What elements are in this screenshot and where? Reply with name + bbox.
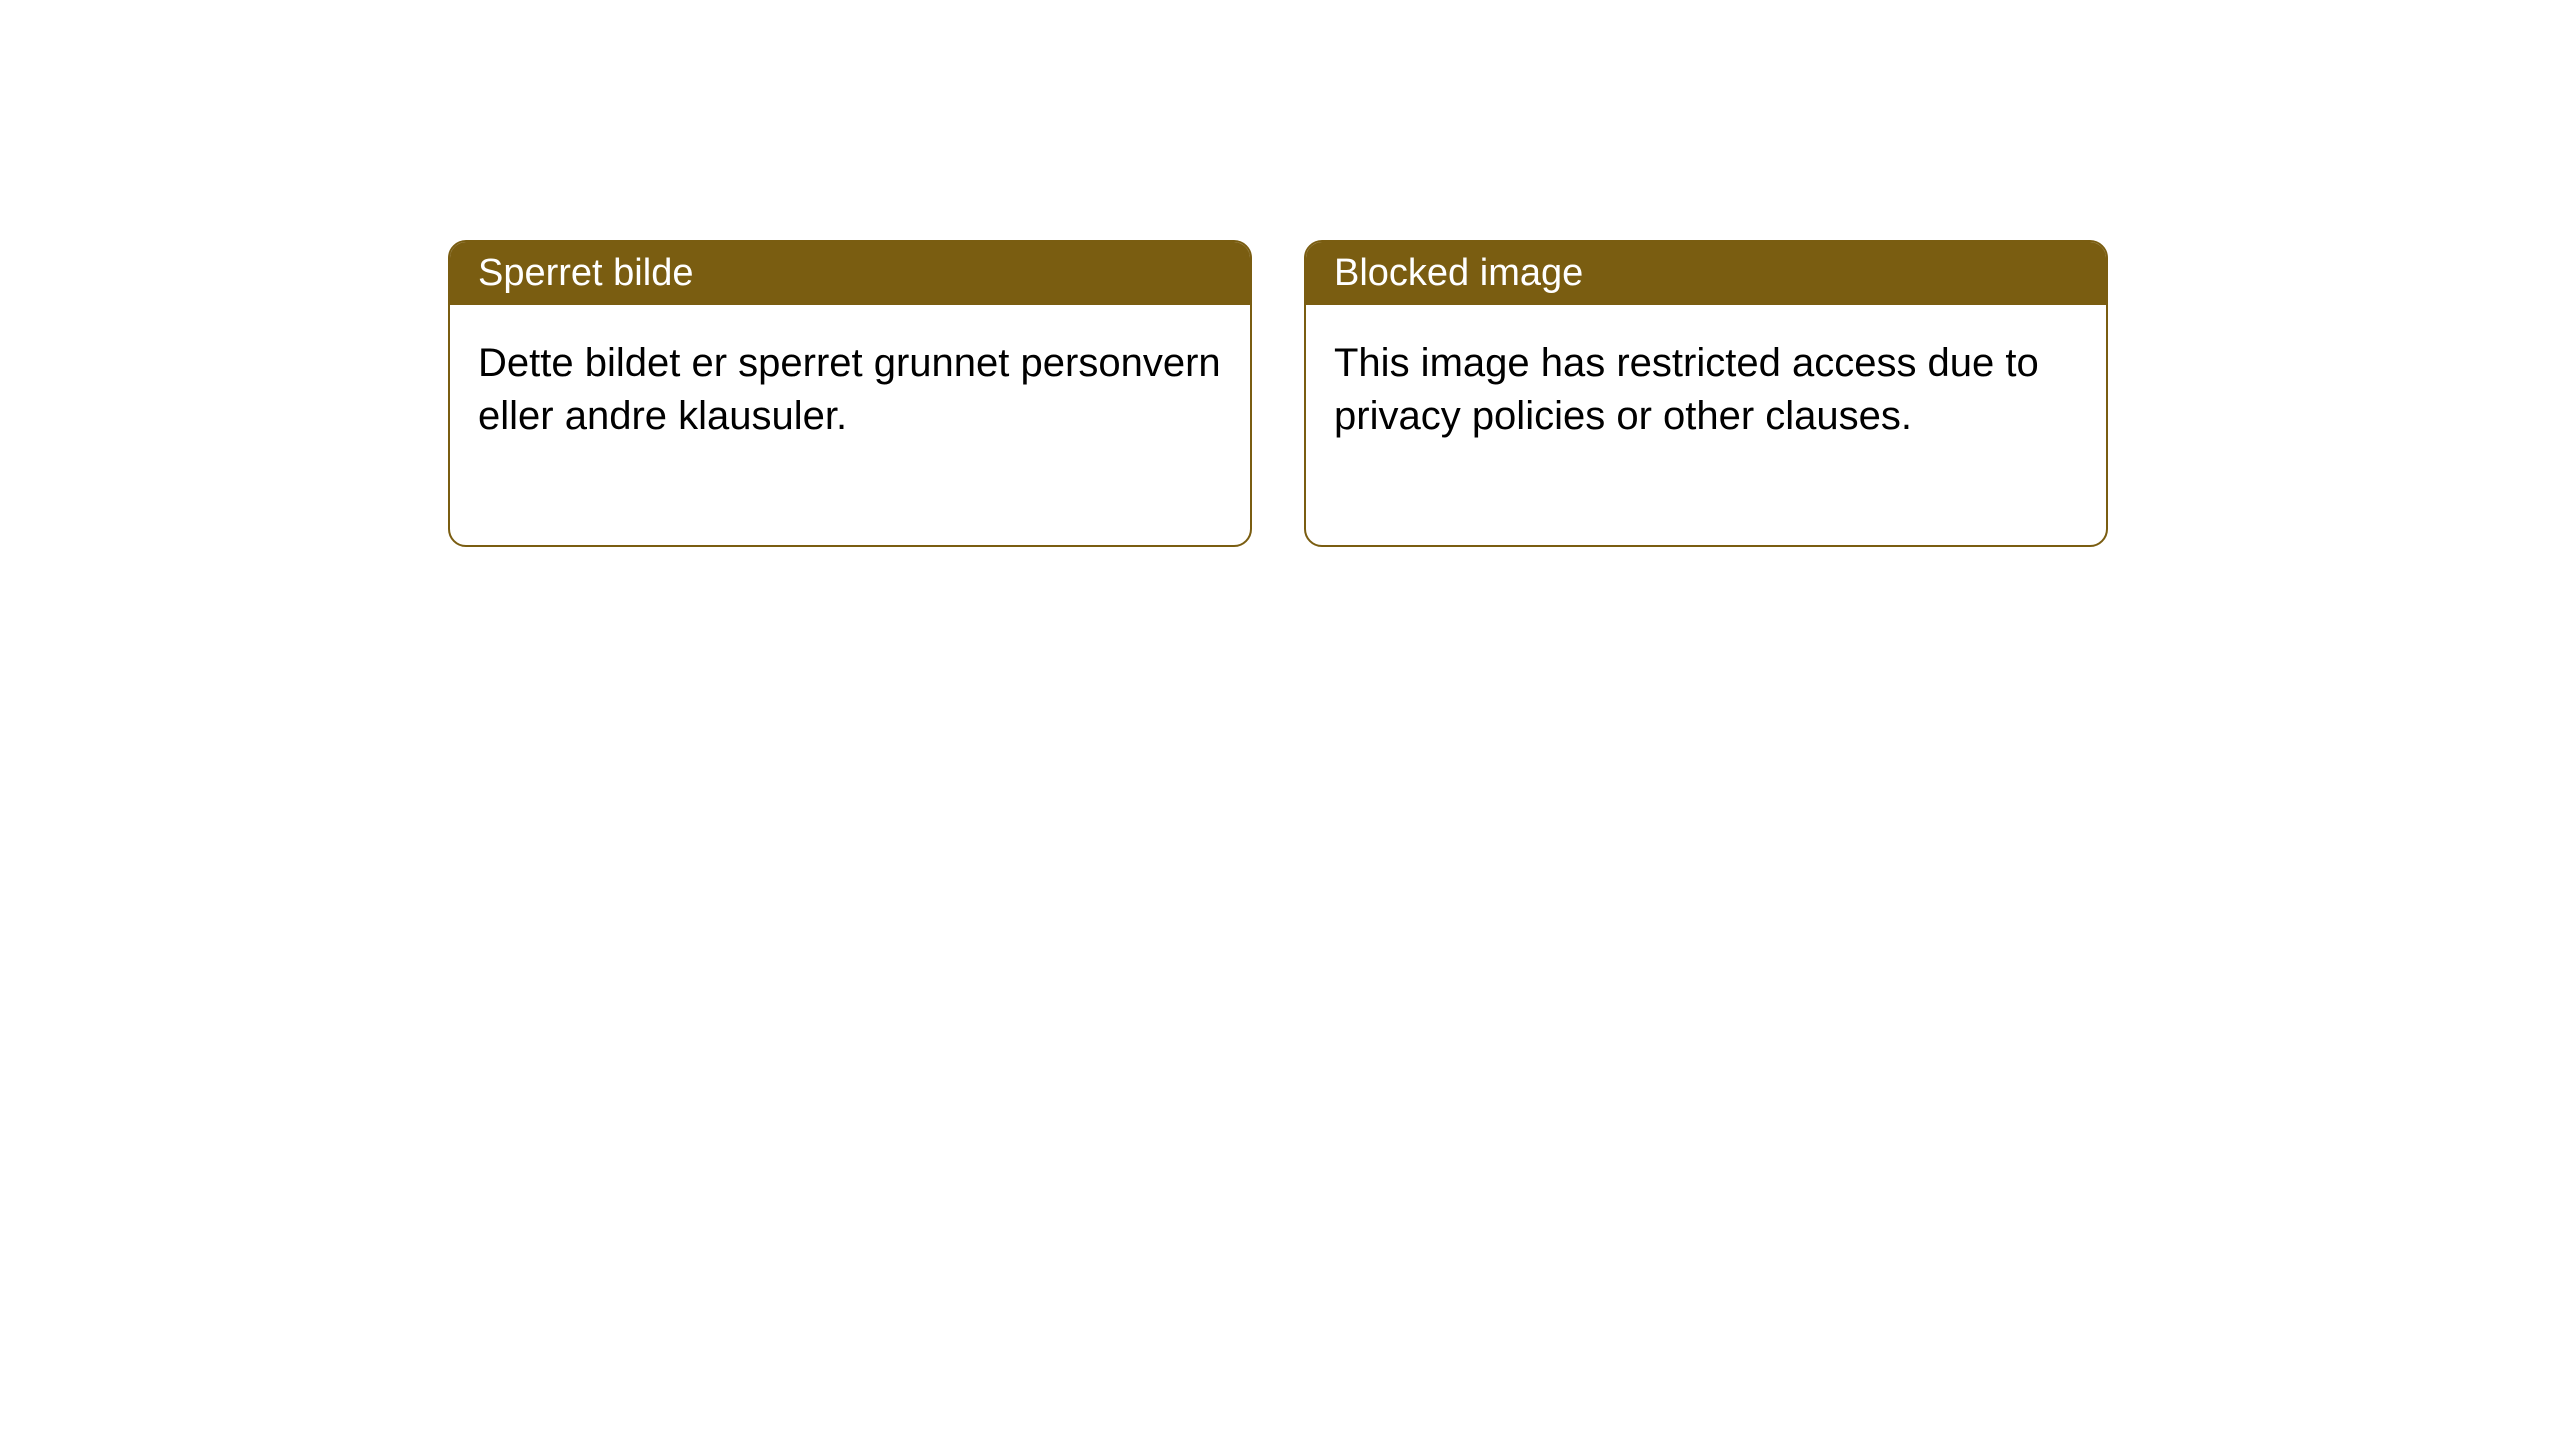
notice-cards-container: Sperret bilde Dette bildet er sperret gr… [448,240,2108,547]
card-body: This image has restricted access due to … [1306,305,2106,545]
card-header: Blocked image [1306,242,2106,305]
card-title: Blocked image [1334,252,1583,294]
notice-card-english: Blocked image This image has restricted … [1304,240,2108,547]
card-message: This image has restricted access due to … [1334,341,2039,438]
notice-card-norwegian: Sperret bilde Dette bildet er sperret gr… [448,240,1252,547]
card-message: Dette bildet er sperret grunnet personve… [478,341,1221,438]
card-header: Sperret bilde [450,242,1250,305]
card-body: Dette bildet er sperret grunnet personve… [450,305,1250,545]
card-title: Sperret bilde [478,252,693,294]
